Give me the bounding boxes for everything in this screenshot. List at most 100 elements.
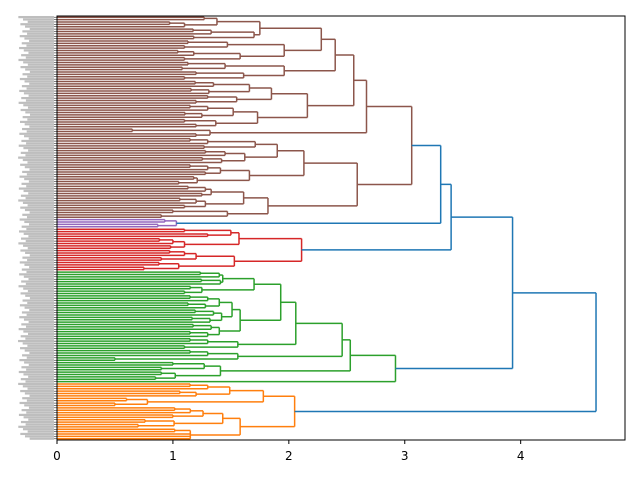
leaf-label	[22, 158, 54, 162]
leaf-label	[29, 211, 54, 214]
leaf-label	[26, 356, 54, 359]
leaf-label	[29, 125, 54, 128]
leaf-label	[25, 111, 54, 114]
leaf-label	[27, 387, 54, 390]
plot-frame	[56, 15, 626, 441]
leaf-label	[23, 244, 54, 247]
leaf-label	[23, 318, 54, 321]
leaf-label	[27, 258, 54, 262]
x-axis: 0 1 2 3 4	[53, 440, 524, 463]
leaf-label	[26, 368, 54, 371]
leaf-label	[24, 177, 54, 181]
x-tick-label: 4	[517, 449, 525, 463]
leaf-label	[18, 199, 54, 202]
leaf-label	[18, 382, 54, 386]
leaf-label	[20, 163, 54, 166]
leaf-label	[26, 142, 54, 145]
leaf-label	[24, 135, 54, 138]
leaf-label	[28, 406, 54, 409]
leaf-label	[27, 32, 54, 35]
leaf-label	[19, 304, 55, 307]
leaf-label	[28, 375, 54, 378]
leaf-label	[21, 311, 54, 314]
leaf-labels	[18, 15, 57, 440]
leaf-label	[24, 404, 54, 407]
leaf-label	[25, 282, 54, 285]
leaf-label	[19, 89, 54, 93]
leaf-label	[27, 63, 54, 66]
leaf-label	[24, 263, 54, 266]
leaf-label	[28, 418, 54, 421]
leaf-label	[20, 335, 55, 338]
leaf-label	[21, 409, 54, 412]
leaf-label	[25, 197, 54, 200]
leaf-label	[18, 425, 54, 428]
leaf-label	[25, 325, 54, 328]
leaf-label	[24, 435, 54, 438]
leaf-label	[26, 130, 54, 133]
leaf-label	[21, 85, 54, 88]
leaf-label	[25, 68, 54, 71]
leaf-label	[29, 82, 54, 85]
leaf-label	[29, 297, 54, 300]
leaf-label	[29, 266, 54, 269]
leaf-label	[28, 180, 54, 183]
leaf-label	[29, 437, 54, 440]
leaf-label	[27, 75, 54, 78]
leaf-label	[19, 261, 54, 264]
leaf-label	[27, 247, 54, 250]
leaf-label	[26, 173, 54, 176]
leaf-label	[18, 370, 55, 374]
leaf-label	[27, 344, 54, 347]
leaf-label	[21, 280, 54, 283]
leaf-label	[20, 108, 55, 112]
leaf-label	[23, 287, 54, 290]
leaf-label	[25, 25, 54, 28]
leaf-label	[18, 156, 55, 159]
leaf-label	[20, 249, 54, 252]
leaf-label	[25, 294, 54, 297]
leaf-label	[27, 430, 54, 433]
leaf-label	[18, 144, 54, 147]
leaf-label	[25, 56, 54, 59]
leaf-label	[23, 147, 54, 150]
leaf-label	[22, 213, 54, 216]
leaf-label	[29, 351, 54, 355]
leaf-label	[24, 220, 54, 224]
leaf-label	[28, 192, 54, 195]
leaf-label	[28, 320, 54, 324]
leaf-label	[23, 189, 54, 193]
leaf-label	[23, 373, 54, 376]
leaf-label	[26, 227, 54, 231]
leaf-label	[29, 70, 54, 73]
leaf-label	[20, 347, 54, 350]
leaf-label	[22, 385, 54, 388]
dendrogram-links	[57, 16, 597, 440]
leaf-label	[25, 380, 54, 383]
leaf-label	[21, 182, 54, 185]
leaf-label	[21, 366, 54, 369]
leaf-label	[21, 268, 54, 271]
leaf-label	[22, 170, 54, 174]
leaf-label	[19, 132, 54, 135]
leaf-label	[20, 420, 54, 424]
leaf-label	[22, 354, 54, 357]
leaf-label	[25, 337, 54, 340]
leaf-label	[24, 208, 54, 212]
leaf-label	[20, 194, 54, 197]
leaf-label	[24, 306, 54, 309]
leaf-label	[18, 101, 54, 104]
leaf-label	[28, 94, 54, 97]
leaf-label	[22, 299, 54, 302]
leaf-label	[19, 359, 54, 362]
leaf-label	[28, 137, 54, 140]
leaf-label	[23, 416, 54, 419]
leaf-label	[18, 242, 54, 245]
leaf-label	[22, 256, 54, 259]
x-tick-label: 2	[285, 449, 293, 463]
leaf-label	[20, 151, 54, 154]
leaf-label	[21, 225, 54, 228]
leaf-label	[22, 30, 54, 33]
leaf-label	[22, 397, 54, 400]
